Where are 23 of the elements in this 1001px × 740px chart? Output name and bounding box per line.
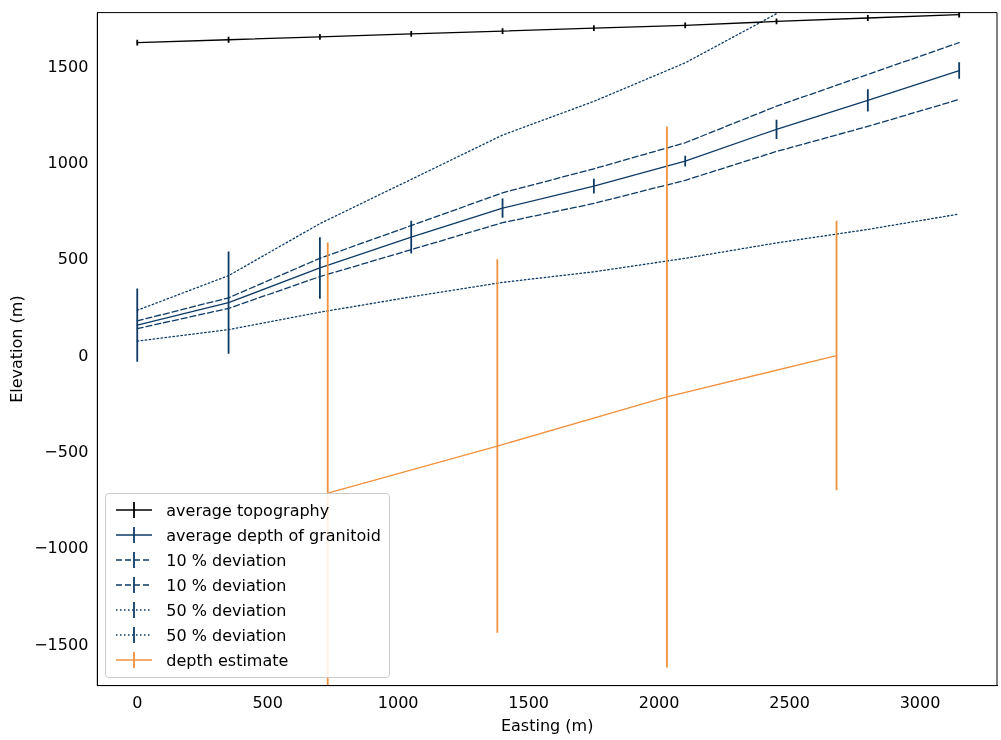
x-tick-label: 500 — [252, 693, 283, 713]
x-tick-label: 1500 — [508, 693, 549, 713]
legend-label: average depth of granitoid — [166, 525, 381, 545]
legend-label: 50 % deviation — [166, 625, 287, 645]
x-axis-title: Easting (m) — [500, 715, 594, 735]
legend-label: 50 % deviation — [166, 600, 287, 620]
legend-label: 10 % deviation — [166, 550, 287, 570]
y-tick-label: 500 — [57, 249, 89, 269]
y-tick-label: −500 — [44, 441, 89, 461]
y-axis-title: Elevation (m) — [6, 295, 26, 403]
legend-label: depth estimate — [166, 650, 289, 670]
y-tick-label: 1000 — [47, 153, 89, 173]
legend-label: average topography — [166, 500, 330, 520]
x-tick-label: 1000 — [377, 693, 419, 713]
legend-label: 10 % deviation — [166, 575, 287, 595]
x-tick-label: 2000 — [638, 693, 680, 713]
x-tick-label: 0 — [132, 693, 143, 713]
y-tick-label: 1500 — [47, 56, 89, 76]
y-tick-label: 0 — [78, 345, 89, 365]
x-tick-label: 2500 — [769, 693, 810, 713]
y-tick-label: −1500 — [34, 634, 89, 654]
x-tick-label: 3000 — [899, 693, 941, 713]
y-tick-label: −1000 — [34, 538, 89, 558]
